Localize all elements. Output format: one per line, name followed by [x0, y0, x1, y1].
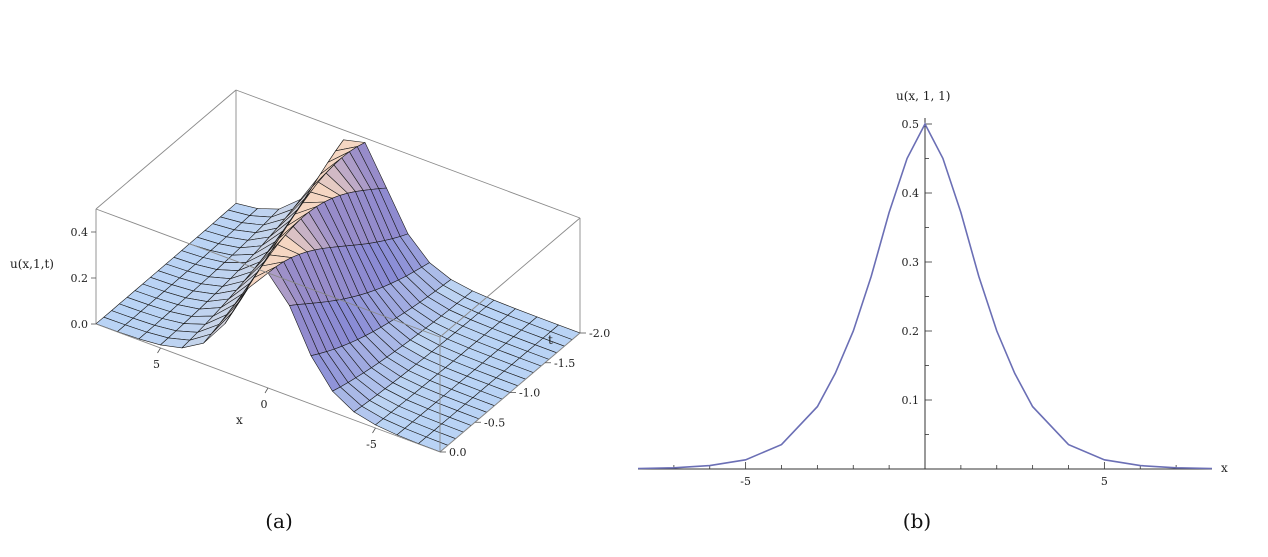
z-tick-label: 0.4	[71, 226, 89, 239]
t-tick-label: -1.5	[554, 357, 575, 370]
y-tick-label: 0.5	[902, 118, 920, 131]
box-edge	[95, 89, 237, 210]
x-tick-mark	[264, 387, 269, 394]
t-axis-label: t	[548, 333, 553, 347]
y-tick-label: 0.1	[902, 394, 920, 407]
x-tick-label: 5	[1101, 475, 1108, 488]
x-tick-label: 5	[153, 358, 160, 371]
caption-a: (a)	[265, 509, 293, 533]
surface-axis-ticks: 0.0 0.2 0.4 5 0 -5 0.0 -0.5 -1.0 -1.5 -2.0	[71, 226, 611, 459]
surface-plot: 0.0 0.2 0.4 5 0 -5 0.0 -0.5 -1.0 -1.5 -2.0 u(x,1,t…	[10, 89, 611, 459]
y-tick-label: 0.3	[902, 256, 920, 269]
t-tick-label: -2.0	[589, 327, 610, 340]
line-plot-axes	[638, 118, 1212, 470]
x-axis-label-b: x	[1221, 461, 1228, 475]
x-tick-label: -5	[740, 475, 751, 488]
x-axis-label: x	[236, 413, 243, 427]
line-plot-ticks: -5 5 0.1 0.2 0.3 0.4 0.5	[673, 118, 1177, 488]
box-edge	[235, 89, 581, 219]
z-axis-label: u(x,1,t)	[10, 257, 54, 271]
t-tick-label: -1.0	[519, 387, 540, 400]
x-tick-label: -5	[366, 438, 377, 451]
line-plot: -5 5 0.1 0.2 0.3 0.4 0.5 u(x, 1, 1) x	[637, 89, 1228, 488]
x-tick-mark	[372, 427, 376, 434]
t-tick-label: -0.5	[484, 416, 505, 429]
y-tick-label: 0.4	[902, 187, 920, 200]
x-tick-label: 0	[261, 398, 268, 411]
y-axis-label: u(x, 1, 1)	[896, 89, 950, 103]
z-tick-label: 0.2	[71, 272, 89, 285]
caption-b: (b)	[903, 509, 931, 533]
t-tick-label: 0.0	[449, 446, 467, 459]
x-tick-mark	[157, 347, 161, 354]
z-tick-label: 0.0	[71, 318, 89, 331]
y-tick-label: 0.2	[902, 325, 920, 338]
box-edge	[439, 217, 581, 338]
surface-mesh	[95, 139, 581, 453]
box-edge	[95, 208, 441, 338]
series-line	[637, 122, 1213, 470]
